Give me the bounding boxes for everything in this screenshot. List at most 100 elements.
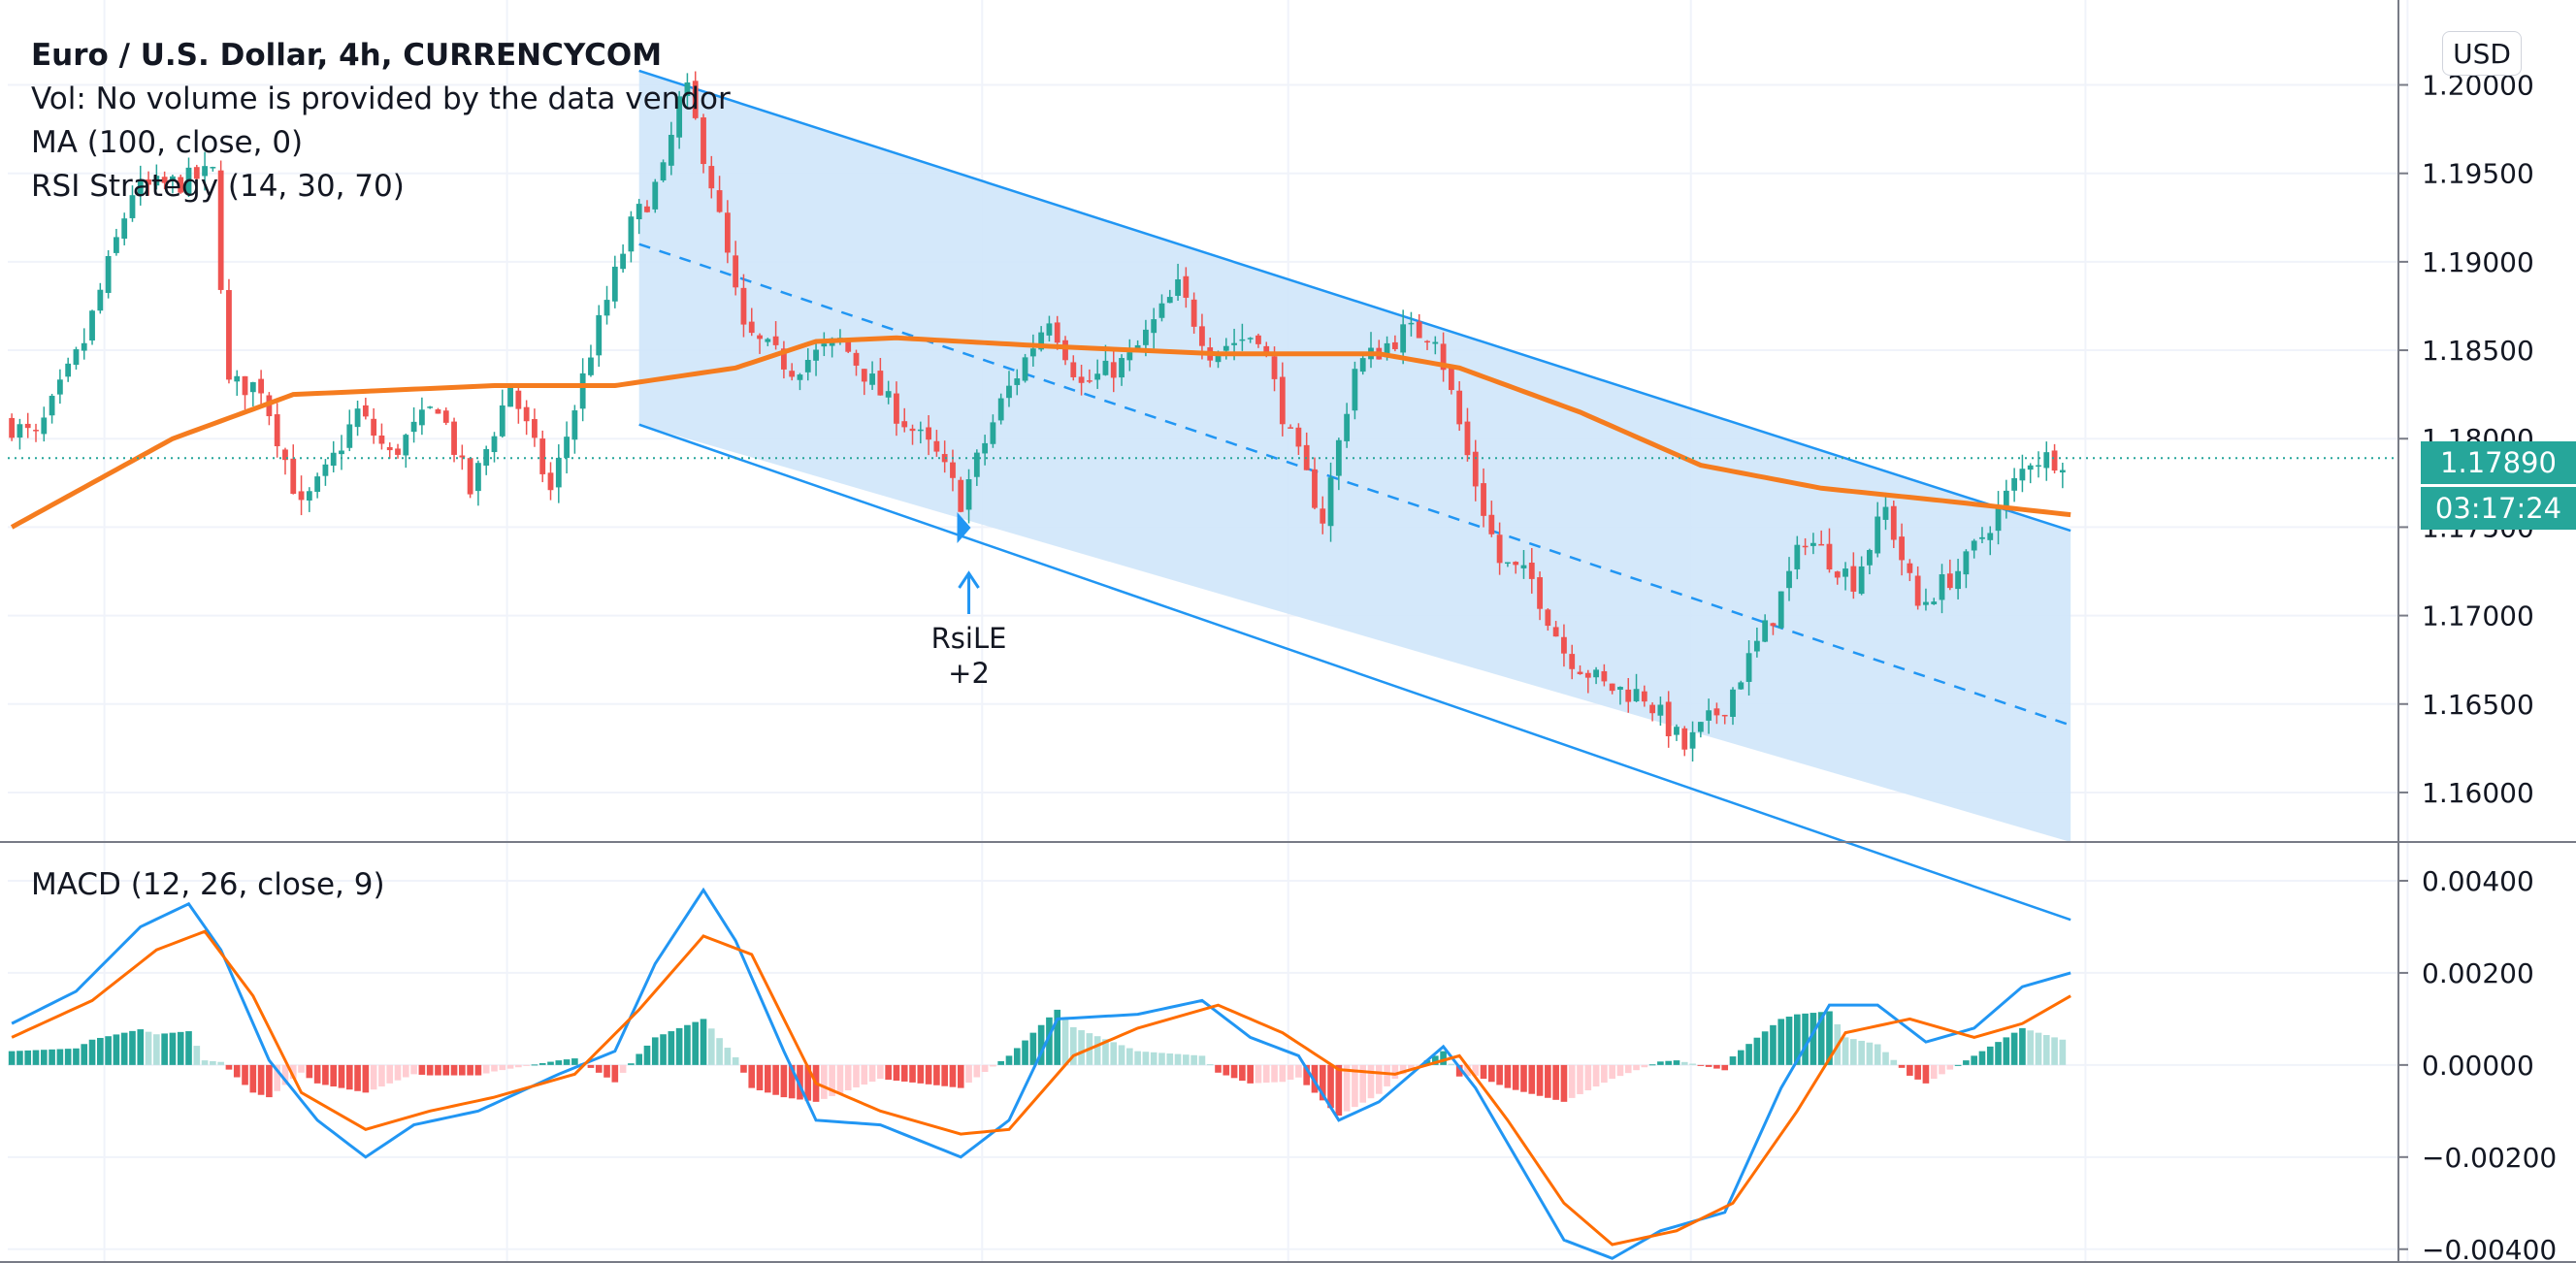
candle-body [1914,575,1921,606]
candle-body [596,314,603,356]
candle-body [1472,451,1479,487]
volume-legend[interactable]: Vol: No volume is provided by the data v… [31,81,731,116]
candle-body [532,419,538,438]
symbol-title[interactable]: Euro / U.S. Dollar, 4h, CURRENCYCOM [31,38,663,73]
legend-block: Euro / U.S. Dollar, 4h, CURRENCYCOM Vol:… [31,34,731,209]
macd-histogram-bar [1665,1060,1673,1065]
candle-body [105,256,112,293]
macd-histogram-bar [1399,1064,1407,1075]
candle-body [1102,360,1109,375]
candle-body [1391,341,1398,349]
candle-body [491,436,498,453]
currency-button[interactable]: USD [2442,31,2522,76]
rsi-strategy-legend[interactable]: RSI Strategy (14, 30, 70) [31,169,405,204]
macd-histogram-bar [281,1064,289,1085]
macd-histogram-bar [210,1060,216,1065]
macd-histogram-bar [1206,1064,1214,1066]
candle-body [1931,601,1938,604]
candle-body [178,177,184,193]
macd-histogram-bar [1448,1063,1455,1065]
candle-body [24,423,31,429]
macd-histogram-bar [1545,1064,1551,1098]
signal-line [11,929,2071,1247]
candle-body [65,363,72,377]
candle-body [1312,469,1318,508]
macd-histogram-bar [917,1064,925,1084]
macd-histogram-bar [1262,1064,1270,1084]
macd-histogram-bar [1907,1064,1913,1076]
macd-histogram-bar [1093,1036,1101,1065]
macd-histogram-bar [120,1032,128,1065]
candle-body [1424,340,1430,343]
macd-histogram-bar [394,1064,402,1081]
candle-body [1086,380,1092,382]
macd-histogram-bar [748,1064,756,1088]
candle-body [901,421,908,428]
candle-body [1505,562,1511,565]
macd-histogram-bar [345,1064,353,1090]
macd-histogram-bar [491,1064,498,1072]
candle-body [451,421,457,455]
candle-body [708,166,715,189]
macd-histogram-bar [756,1064,764,1090]
macd-histogram-bar [765,1064,771,1093]
candle-body [1215,351,1222,363]
entry-triangle-icon [957,512,971,543]
ma-legend[interactable]: MA (100, close, 0) [31,125,304,160]
price-tick-label: 1.16000 [2422,777,2534,809]
macd-histogram-bar [587,1064,595,1068]
candle-body [1448,367,1454,391]
signal-label: RsiLE [931,622,1007,655]
macd-histogram-bar [668,1031,675,1065]
macd-histogram-bar [1826,1011,1833,1065]
macd-histogram-bar [651,1037,659,1065]
macd-histogram-bar [1223,1064,1230,1076]
macd-histogram-bar [1343,1064,1351,1112]
candle-body [2027,465,2034,470]
candle-body [611,266,618,302]
macd-histogram-bar [868,1064,876,1083]
candle-body [547,472,554,491]
candle-body [395,448,401,455]
candle-body [1577,671,1583,674]
price-tick-label: 1.18500 [2422,335,2534,367]
macd-histogram-bar [684,1024,691,1065]
macd-histogram-bar [257,1064,265,1095]
macd-histogram-bar [459,1064,466,1076]
candle-body [403,435,409,456]
candle-body [1513,562,1519,566]
macd-histogram-bar [1198,1055,1206,1065]
macd-histogram-bar [1319,1064,1326,1101]
candle-body [242,375,248,396]
candle-body [990,422,996,444]
candle-body [1770,623,1777,627]
macd-histogram-bar [137,1029,145,1065]
macd-histogram-bar [555,1060,563,1065]
macd-histogram-bar [1697,1064,1705,1066]
macd-histogram-bar [675,1027,683,1065]
macd-legend[interactable]: MACD (12, 26, close, 9) [31,867,385,902]
candle-body [2059,470,2066,473]
macd-histogram-bar [1061,1018,1069,1065]
candle-body [1697,722,1704,732]
candle-body [306,491,312,501]
macd-histogram-bar [1271,1064,1278,1083]
candle-body [1601,670,1608,682]
candle-body [2036,465,2041,468]
macd-histogram-bar [1423,1060,1431,1065]
candle-body [1078,376,1085,383]
macd-histogram-bar [274,1064,280,1091]
candle-body [1006,385,1012,399]
macd-histogram-bar [1037,1024,1045,1065]
candle-body [1263,345,1270,355]
candle-body [1907,563,1913,573]
candle-body [1946,573,1953,589]
macd-histogram-bar [306,1064,313,1079]
macd-histogram-bar [788,1064,796,1099]
candle-body [701,117,706,165]
macd-histogram-bar [1174,1053,1182,1065]
macd-histogram-bar [1359,1064,1367,1103]
candle-body [1939,574,1945,600]
macd-histogram-bar [1078,1030,1085,1065]
macd-histogram-bar [193,1046,201,1065]
